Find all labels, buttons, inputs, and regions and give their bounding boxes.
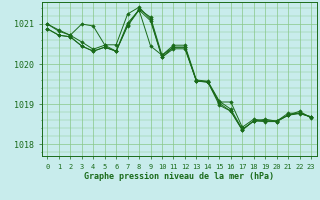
X-axis label: Graphe pression niveau de la mer (hPa): Graphe pression niveau de la mer (hPa) <box>84 172 274 181</box>
